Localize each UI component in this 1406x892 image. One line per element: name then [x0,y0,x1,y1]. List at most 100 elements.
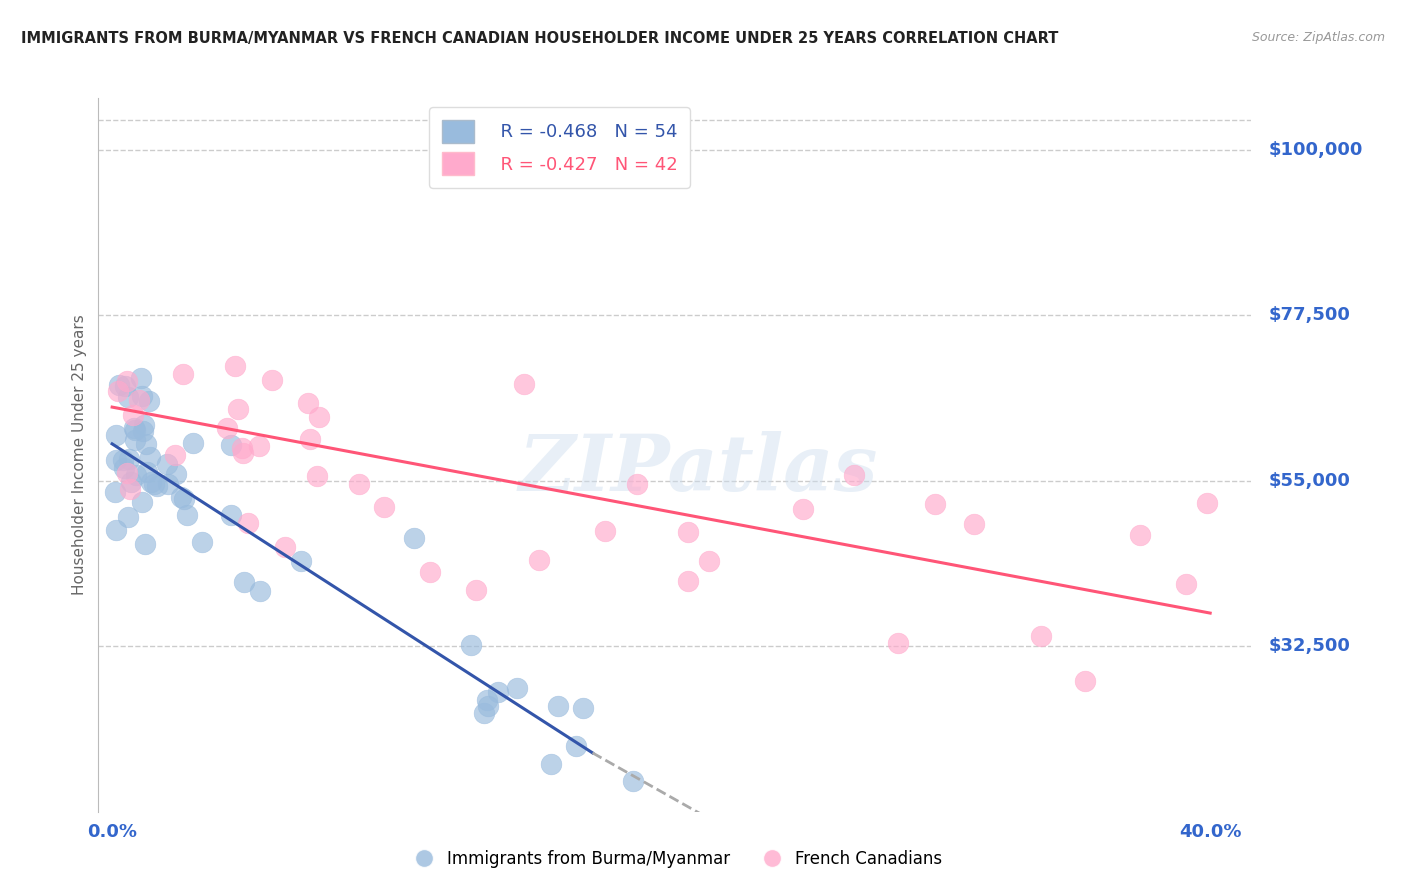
Point [141,475,163,489]
Point [157,477,180,491]
Point [236,516,259,530]
Point [219,438,242,452]
Point [565,739,588,753]
Point [122,409,145,423]
Point [477,699,499,714]
Point [173,491,195,506]
Point [132,425,155,439]
Point [224,359,246,373]
Point [104,453,127,467]
Point [676,574,699,588]
Text: Source: ZipAtlas.com: Source: ZipAtlas.com [1251,31,1385,45]
Point [963,517,986,532]
Point [129,371,152,385]
Point [128,392,150,407]
Point [117,510,139,524]
Point [138,394,160,409]
Point [298,432,321,446]
Point [792,501,814,516]
Point [120,475,142,489]
Point [308,409,330,424]
Point [181,436,204,450]
Legend: Immigrants from Burma/Myanmar, French Canadians: Immigrants from Burma/Myanmar, French Ca… [401,844,949,875]
Point [460,638,482,652]
Text: $100,000: $100,000 [1268,141,1362,159]
Point [117,390,139,404]
Point [472,706,495,720]
Point [146,479,169,493]
Point [513,376,536,391]
Point [191,535,214,549]
Point [1174,577,1197,591]
Point [231,441,253,455]
Point [105,427,128,442]
Text: ZIPatlas: ZIPatlas [519,431,877,508]
Point [125,468,148,483]
Point [120,482,142,496]
Point [112,452,135,467]
Point [134,537,156,551]
Point [215,421,238,435]
Point [887,635,910,649]
Point [143,477,166,491]
Point [475,693,498,707]
Point [676,524,699,539]
Point [290,554,312,568]
Point [1031,629,1053,643]
Point [226,402,249,417]
Point [506,681,529,695]
Point [249,584,271,599]
Point [233,574,256,589]
Y-axis label: Householder Income Under 25 years: Householder Income Under 25 years [72,315,87,595]
Point [419,566,441,580]
Point [626,476,648,491]
Point [139,450,162,465]
Text: $32,500: $32,500 [1268,637,1350,656]
Point [107,384,129,399]
Point [104,485,127,500]
Point [122,421,145,435]
Point [402,531,425,545]
Point [1129,527,1152,541]
Point [621,774,644,789]
Point [112,461,135,475]
Point [540,757,562,772]
Point [108,378,131,392]
Point [124,423,146,437]
Point [135,465,157,479]
Point [697,554,720,568]
Point [117,374,139,388]
Point [1197,496,1219,510]
Point [118,452,141,467]
Point [297,396,319,410]
Point [247,439,270,453]
Text: $77,500: $77,500 [1268,306,1350,324]
Point [165,467,187,482]
Point [842,468,865,483]
Point [163,448,186,462]
Point [134,417,156,432]
Point [347,477,370,491]
Point [124,433,146,447]
Point [114,379,136,393]
Point [465,583,488,598]
Text: IMMIGRANTS FROM BURMA/MYANMAR VS FRENCH CANADIAN HOUSEHOLDER INCOME UNDER 25 YEA: IMMIGRANTS FROM BURMA/MYANMAR VS FRENCH … [21,31,1059,46]
Point [547,699,569,714]
Point [373,500,395,514]
Point [170,491,193,505]
Text: $55,000: $55,000 [1268,472,1350,490]
Point [1074,674,1097,689]
Point [172,368,194,382]
Point [305,468,328,483]
Point [527,553,550,567]
Point [135,436,157,450]
Point [262,373,284,387]
Point [593,524,616,538]
Point [104,523,127,537]
Point [131,495,153,509]
Point [924,497,946,511]
Point [131,388,153,402]
Point [117,467,139,481]
Legend:   R = -0.468   N = 54,   R = -0.427   N = 42: R = -0.468 N = 54, R = -0.427 N = 42 [429,107,690,188]
Point [156,458,179,472]
